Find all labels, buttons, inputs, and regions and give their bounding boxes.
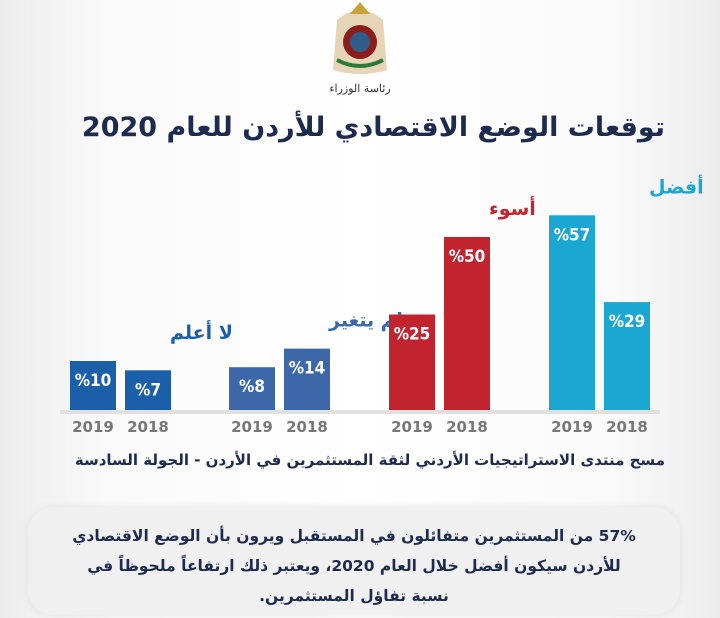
bar-2018-2: [444, 237, 490, 410]
x-tick-label: 2018: [606, 418, 648, 436]
x-tick-label: 2019: [72, 418, 114, 436]
data-label: %50: [449, 247, 486, 267]
bar-2019-2: [389, 314, 435, 410]
x-tick-label: 2018: [127, 418, 169, 436]
ministry-name: رئاسة الوزراء: [329, 82, 391, 95]
bar-2019-1: [229, 367, 275, 410]
source-caption: مسح منتدى الاستراتيجيات الأردني لثقة الم…: [74, 451, 665, 469]
x-tick-label: 2019: [551, 418, 593, 436]
data-label: %29: [609, 312, 646, 332]
data-label: %25: [394, 325, 431, 345]
data-label: %7: [135, 380, 161, 400]
bar-2018-1: [284, 348, 330, 410]
x-tick-label: 2018: [286, 418, 328, 436]
data-label: %14: [289, 359, 326, 379]
jordan-emblem-logo: [333, 2, 387, 74]
summary-box: 57% من المستثمرين متفائلون في المستقبل و…: [28, 507, 680, 615]
data-label: %10: [75, 371, 112, 391]
data-label: %57: [554, 225, 591, 245]
baseline: [60, 410, 660, 414]
x-tick-label: 2019: [391, 418, 433, 436]
category-label: أسوء: [489, 196, 536, 220]
x-tick-label: 2018: [446, 418, 488, 436]
category-label: لم يتغير: [328, 310, 403, 332]
category-label: لا أعلم: [170, 320, 233, 344]
bar-2018-0: [125, 370, 171, 410]
x-tick-label: 2019: [231, 418, 273, 436]
summary-text: 57% من المستثمرين متفائلون في المستقبل و…: [72, 527, 636, 605]
bar-2018-3: [604, 302, 650, 410]
bar-2019-3: [549, 215, 595, 410]
bar-2019-0: [70, 361, 116, 410]
data-label: %8: [239, 377, 265, 397]
bar-chart: %10 2019 %7 2018 لا أعلم %8 2019 %14 2018 لم يتغي…: [60, 174, 704, 436]
category-label: أفضل: [649, 174, 704, 198]
chart-title: توقعات الوضع الاقتصادي للأردن للعام 2020: [81, 112, 665, 143]
